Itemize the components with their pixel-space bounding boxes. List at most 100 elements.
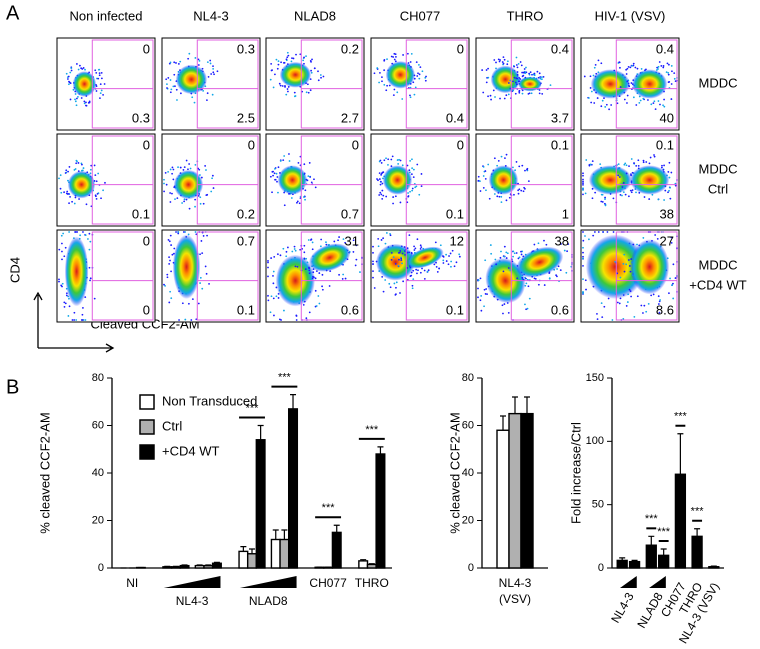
error-bar — [694, 528, 701, 537]
event-dot — [439, 244, 442, 247]
event-dot — [169, 192, 172, 194]
event-dot — [188, 163, 191, 165]
event-dot — [419, 244, 422, 247]
event-dot — [393, 282, 396, 285]
event-dot — [667, 63, 670, 66]
event-dot — [380, 162, 383, 164]
event-dot — [516, 66, 519, 69]
event-dot — [521, 277, 524, 279]
event-dot — [191, 298, 194, 301]
event-dot — [94, 194, 97, 197]
event-dot — [662, 66, 665, 69]
x-group-label: THRO — [355, 576, 389, 590]
event-dot — [381, 275, 384, 278]
event-dot — [626, 301, 629, 303]
event-dot — [378, 81, 380, 84]
event-dot — [354, 264, 357, 267]
event-dot — [627, 259, 630, 261]
event-dot — [273, 255, 276, 258]
event-dot — [582, 291, 584, 293]
event-dot — [197, 58, 200, 61]
flow-density — [267, 236, 363, 321]
quadrant-value: 0 — [457, 137, 464, 152]
row-label: MDDC — [699, 161, 738, 176]
event-dot — [501, 304, 504, 307]
event-dot — [488, 197, 491, 200]
event-dot — [582, 251, 584, 254]
event-dot — [411, 167, 414, 170]
event-dot — [668, 292, 670, 295]
event-dot — [293, 91, 296, 94]
event-dot — [406, 52, 409, 55]
event-dot — [63, 191, 65, 194]
bar — [658, 554, 670, 569]
y-tick-label: 80 — [92, 372, 104, 384]
event-dot — [623, 98, 626, 101]
event-dot — [305, 55, 307, 58]
y-axis-label: % cleaved CCF2-AM — [37, 412, 52, 533]
event-dot — [401, 164, 404, 167]
event-dot — [311, 248, 314, 251]
y-tick-label: 20 — [92, 514, 104, 526]
event-dot — [415, 61, 418, 63]
event-dot — [582, 255, 584, 258]
event-dot — [176, 99, 178, 101]
event-dot — [61, 282, 64, 285]
event-dot — [342, 238, 345, 241]
event-dot — [623, 163, 626, 166]
event-dot — [611, 319, 614, 321]
event-dot — [76, 231, 79, 233]
event-dot — [302, 303, 305, 306]
quadrant-value: 0 — [457, 41, 464, 56]
event-dot — [673, 72, 676, 74]
event-dot — [531, 73, 533, 76]
event-dot — [385, 232, 388, 234]
event-dot — [618, 176, 621, 178]
event-dot — [216, 70, 219, 73]
event-dot — [177, 63, 180, 65]
event-dot — [85, 203, 88, 206]
event-dot — [515, 64, 518, 66]
event-dot — [635, 191, 637, 194]
event-dot — [285, 250, 288, 253]
event-dot — [540, 78, 543, 81]
event-dot — [582, 180, 584, 183]
event-dot — [424, 79, 427, 82]
event-dot — [386, 84, 389, 87]
event-dot — [625, 263, 628, 266]
density-blob — [406, 246, 444, 269]
event-dot — [566, 250, 569, 253]
event-dot — [409, 94, 411, 97]
event-dot — [589, 87, 592, 89]
event-dot — [507, 311, 510, 314]
event-dot — [313, 178, 315, 181]
event-dot — [195, 318, 198, 321]
event-dot — [670, 65, 673, 67]
event-dot — [516, 73, 519, 76]
event-dot — [672, 297, 675, 300]
event-dot — [76, 160, 78, 163]
event-dot — [68, 202, 70, 205]
event-dot — [517, 78, 520, 81]
event-dot — [493, 157, 496, 160]
event-dot — [537, 283, 540, 286]
event-dot — [283, 309, 285, 312]
density-blob — [585, 234, 645, 299]
event-dot — [377, 179, 379, 182]
y-tick-label: 40 — [462, 467, 474, 479]
quadrant-value: 0.2 — [237, 206, 255, 221]
event-dot — [304, 189, 307, 192]
event-dot — [381, 171, 384, 174]
event-dot — [483, 305, 485, 308]
event-dot — [597, 231, 600, 233]
event-dot — [198, 168, 201, 171]
event-dot — [524, 303, 526, 306]
event-dot — [640, 304, 643, 307]
event-dot — [282, 159, 285, 162]
density-blob — [631, 69, 668, 99]
quadrant-value: 0.1 — [446, 302, 464, 317]
event-dot — [421, 267, 423, 270]
event-dot — [267, 299, 270, 302]
event-dot — [199, 282, 201, 284]
event-dot — [397, 163, 400, 165]
